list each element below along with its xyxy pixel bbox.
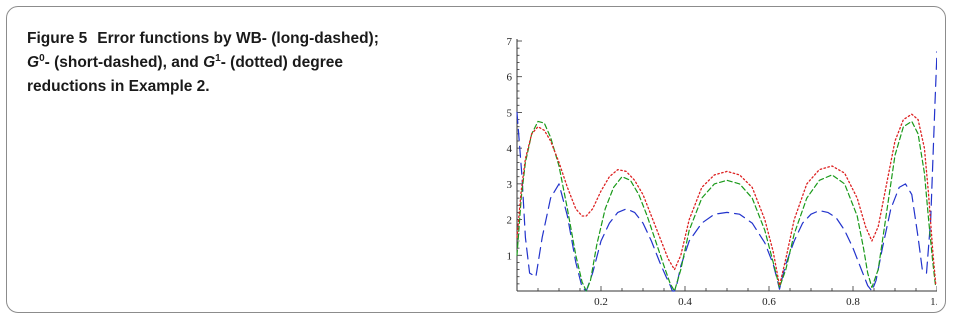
y-tick-label: 2 xyxy=(507,215,513,227)
caption-line-1: Error functions by WB- (long-dashed); xyxy=(97,30,379,47)
x-tick-label: 1.0 xyxy=(930,296,937,307)
x-tick-label: 0.2 xyxy=(594,296,608,307)
y-tick-label: 6 xyxy=(507,72,513,84)
series-line-long-dashed xyxy=(516,51,937,292)
figure-caption: Figure 5 Error functions by WB- (long-das… xyxy=(27,27,467,99)
x-tick-label: 0.8 xyxy=(846,296,860,307)
series-line-short-dashed xyxy=(516,120,937,292)
g0-letter: G xyxy=(27,54,40,71)
x-tick-label: 0.6 xyxy=(762,296,776,307)
plot-axes xyxy=(516,39,937,292)
series-line-dotted xyxy=(516,113,937,287)
plot-tick-labels: 0.2 0.4 0.6 0.8 1.0 1 2 3 4 5 6 7 xyxy=(507,36,938,307)
y-tick-label: 1 xyxy=(507,250,513,262)
x-tick-label: 0.4 xyxy=(678,296,692,307)
y-tick-label: 4 xyxy=(507,143,513,155)
y-tick-label: 3 xyxy=(507,179,513,191)
y-tick-label: 7 xyxy=(507,36,513,48)
g1-letter: G xyxy=(203,54,216,71)
g1-superscript: 1 xyxy=(215,52,221,64)
caption-line-2-mid: - (short-dashed), and xyxy=(44,54,204,71)
figure-label: Figure 5 xyxy=(27,30,88,47)
caption-line-3: reductions in Example 2. xyxy=(27,78,210,95)
error-function-plot: 0.2 0.4 0.6 0.8 1.0 1 2 3 4 5 6 7 xyxy=(507,36,938,307)
g0-superscript: 0 xyxy=(39,52,45,64)
figure-frame: Figure 5 Error functions by WB- (long-das… xyxy=(6,6,946,313)
plot-series xyxy=(516,51,937,292)
caption-line-2-end: - (dotted) degree xyxy=(220,54,343,71)
y-tick-label: 5 xyxy=(507,107,513,119)
